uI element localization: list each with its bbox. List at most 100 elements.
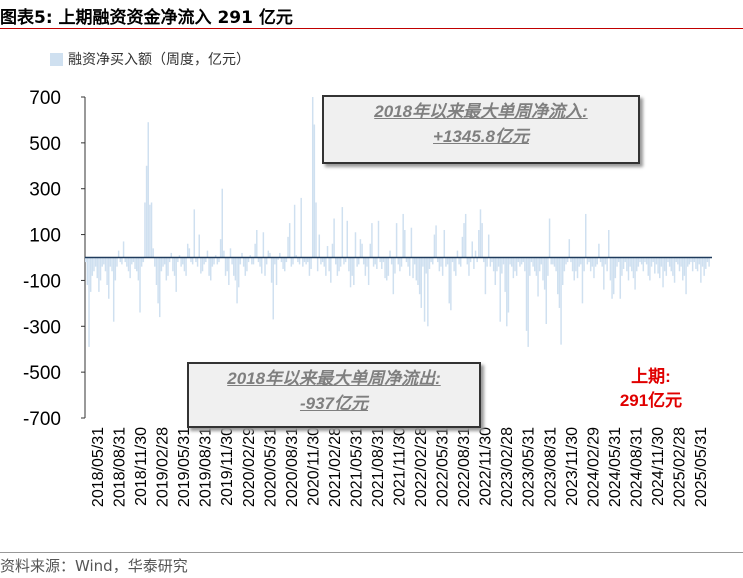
bar — [308, 257, 311, 276]
bar — [384, 257, 386, 279]
bar — [660, 257, 663, 267]
bar — [385, 257, 388, 281]
bar — [483, 257, 485, 263]
bar — [570, 257, 572, 263]
bar — [242, 257, 245, 267]
bar — [249, 255, 251, 258]
bar — [632, 257, 635, 279]
x-tick-label: 2021/08/31 — [370, 427, 387, 507]
bar — [160, 257, 163, 272]
bar — [333, 218, 335, 258]
bar — [683, 257, 686, 276]
bar — [145, 165, 148, 258]
bar — [389, 250, 391, 258]
bar — [150, 202, 153, 258]
bar — [229, 248, 232, 258]
bar — [200, 257, 202, 274]
bar — [351, 257, 353, 276]
y-tick-label: 700 — [29, 88, 61, 109]
bar — [460, 257, 462, 267]
x-tick-label: 2023/02/28 — [499, 427, 516, 507]
bar — [162, 257, 164, 267]
bar — [430, 257, 432, 263]
bar — [476, 257, 478, 263]
bar — [89, 257, 92, 292]
bar — [705, 257, 707, 269]
bar — [290, 257, 293, 267]
bar — [404, 229, 406, 258]
bar — [678, 257, 681, 272]
max-inflow-line2: +1345.8亿元 — [433, 127, 529, 146]
bar — [132, 257, 135, 263]
x-tick-label: 2022/02/28 — [413, 427, 430, 507]
bar — [604, 257, 607, 265]
x-tick-label: 2020/08/31 — [284, 427, 301, 507]
bar — [341, 207, 344, 258]
bar — [284, 257, 286, 272]
bar — [405, 257, 408, 263]
bar — [168, 257, 171, 263]
bar — [364, 257, 367, 276]
bar — [114, 257, 117, 281]
bar — [619, 257, 622, 299]
bar — [280, 257, 283, 263]
bar — [320, 257, 322, 265]
bar — [98, 257, 100, 292]
bar — [486, 257, 488, 267]
bar — [99, 257, 102, 281]
bar — [506, 257, 508, 327]
bar — [335, 257, 337, 265]
bar — [91, 257, 94, 276]
max-outflow-callout: 2018年以来最大单周净流出: -937亿元 — [187, 362, 481, 428]
bar — [606, 257, 608, 272]
bar — [395, 223, 398, 258]
bar — [331, 243, 334, 258]
bar — [542, 257, 544, 281]
bar — [427, 257, 429, 327]
bar — [441, 257, 444, 276]
bar — [458, 257, 460, 265]
bar — [550, 257, 552, 265]
bar — [247, 257, 250, 263]
bar — [409, 257, 411, 276]
bar — [634, 257, 636, 290]
bar — [154, 257, 156, 267]
bar — [178, 255, 181, 258]
bar — [612, 257, 615, 295]
bar — [152, 248, 154, 258]
bar — [239, 257, 242, 265]
bar — [527, 257, 529, 347]
bar — [609, 257, 612, 281]
bar — [297, 257, 299, 263]
bar — [210, 257, 212, 281]
bar — [425, 257, 427, 274]
bar — [640, 257, 643, 265]
bar — [443, 229, 446, 258]
bar — [186, 243, 189, 258]
x-tick-label: 2023/11/30 — [564, 427, 581, 506]
bar — [219, 239, 222, 258]
bar — [149, 204, 151, 258]
bar — [142, 257, 145, 263]
bar — [397, 257, 399, 265]
bar — [246, 257, 248, 272]
bar — [259, 257, 261, 267]
bar — [596, 257, 598, 265]
bar — [86, 257, 89, 286]
bar — [188, 248, 191, 258]
bar — [195, 257, 197, 263]
bar — [686, 257, 689, 267]
bar — [514, 257, 516, 272]
bar — [517, 257, 520, 263]
bar — [292, 257, 294, 265]
bar — [635, 257, 638, 272]
bar — [450, 257, 452, 311]
bar — [382, 257, 385, 263]
y-tick-label: -700 — [23, 409, 61, 430]
bar — [218, 257, 220, 263]
bar — [165, 257, 168, 281]
x-tick-label: 2025/02/28 — [672, 427, 689, 507]
bar — [124, 257, 126, 263]
bar — [622, 257, 625, 269]
bar — [216, 257, 219, 265]
